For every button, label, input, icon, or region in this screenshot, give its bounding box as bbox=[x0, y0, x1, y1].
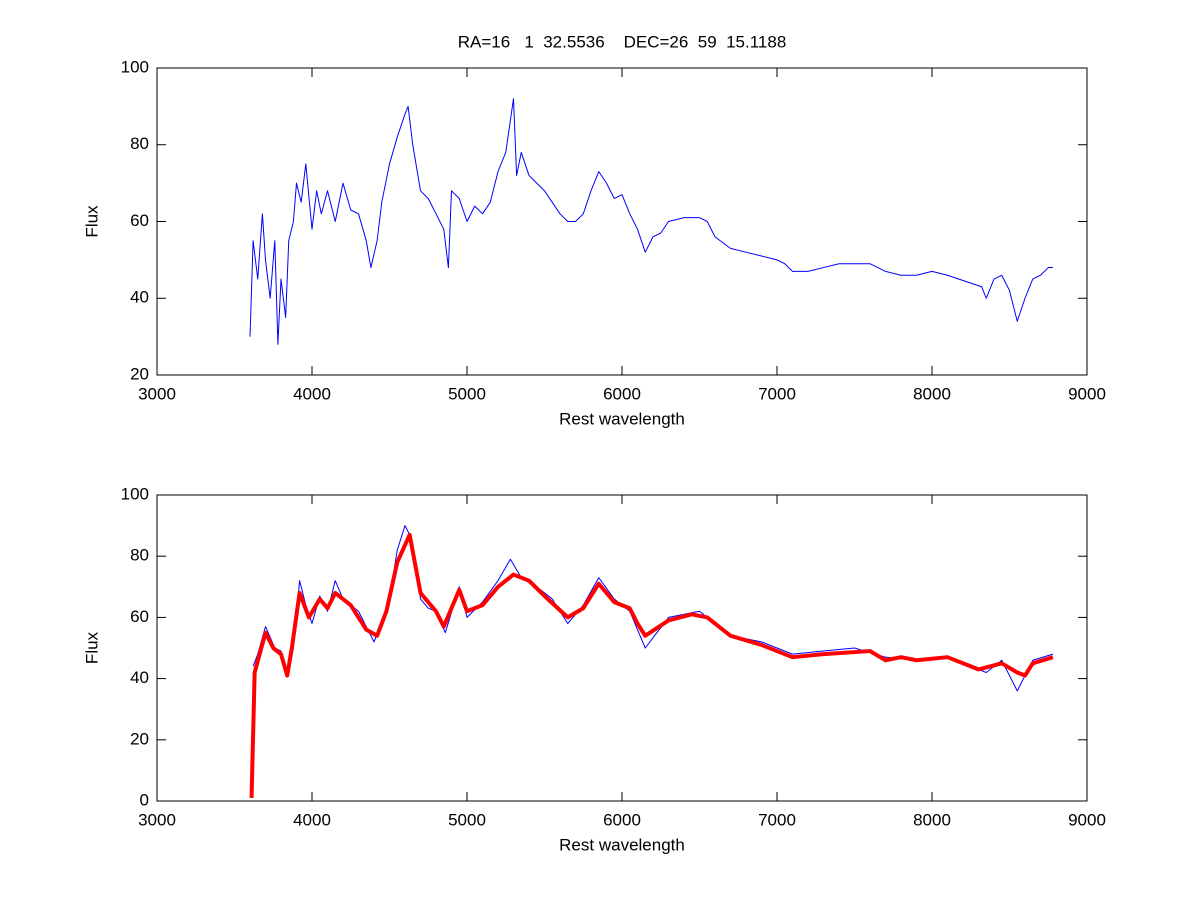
y-tick-label: 40 bbox=[130, 288, 149, 307]
spectrum-line bbox=[249, 532, 1054, 798]
spectrum-line bbox=[252, 525, 1054, 692]
y-tick-label: 80 bbox=[130, 134, 149, 153]
y-axis-label: Flux bbox=[82, 631, 101, 664]
y-tick-label: 40 bbox=[130, 668, 149, 687]
y-tick-label: 100 bbox=[121, 484, 149, 503]
x-tick-label: 9000 bbox=[1068, 810, 1106, 829]
x-tick-label: 3000 bbox=[138, 810, 176, 829]
x-tick-label: 3000 bbox=[138, 384, 176, 403]
x-tick-label: 4000 bbox=[293, 384, 331, 403]
y-tick-label: 60 bbox=[130, 211, 149, 230]
x-tick-label: 8000 bbox=[913, 384, 951, 403]
x-tick-label: 9000 bbox=[1068, 384, 1106, 403]
x-tick-label: 8000 bbox=[913, 810, 951, 829]
y-tick-label: 60 bbox=[130, 607, 149, 626]
y-tick-label: 20 bbox=[130, 729, 149, 748]
chart-title: RA=16 1 32.5536 DEC=26 59 15.1188 bbox=[458, 32, 787, 51]
x-axis-label: Rest wavelength bbox=[559, 409, 685, 428]
spectrum-line bbox=[249, 98, 1053, 345]
y-tick-label: 20 bbox=[130, 364, 149, 383]
x-tick-label: 6000 bbox=[603, 810, 641, 829]
x-tick-label: 5000 bbox=[448, 384, 486, 403]
x-axis-label: Rest wavelength bbox=[559, 835, 685, 854]
x-tick-label: 7000 bbox=[758, 384, 796, 403]
y-tick-label: 100 bbox=[121, 57, 149, 76]
y-tick-label: 80 bbox=[130, 546, 149, 565]
x-tick-label: 6000 bbox=[603, 384, 641, 403]
axes-box bbox=[156, 67, 1088, 376]
x-tick-label: 7000 bbox=[758, 810, 796, 829]
y-tick-label: 0 bbox=[140, 790, 149, 809]
axes-box bbox=[156, 494, 1088, 802]
y-axis-label: Flux bbox=[82, 205, 101, 238]
x-tick-label: 4000 bbox=[293, 810, 331, 829]
x-tick-label: 5000 bbox=[448, 810, 486, 829]
